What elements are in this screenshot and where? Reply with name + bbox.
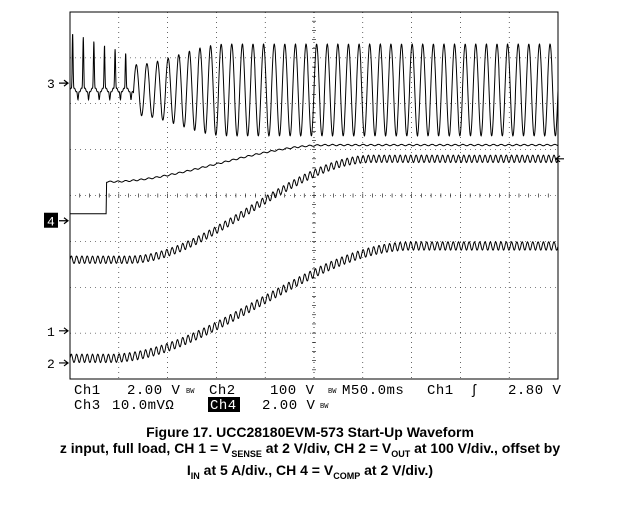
ch2-vout-trace — [69, 154, 559, 265]
ch4-comp-trace — [70, 143, 559, 215]
channel-marker-label: 4 — [47, 215, 55, 230]
ch1-scale: 2.00 V — [127, 383, 181, 399]
channel-markers: 3 4 1 2 — [44, 77, 564, 372]
ch4-bw-icon: BW — [320, 403, 329, 411]
channel-marker-arrow-icon — [59, 217, 69, 225]
trigger-slope-icon: ʃ — [470, 383, 479, 399]
trigger-level: 2.80 V — [508, 383, 562, 399]
channel-marker-box — [44, 212, 58, 228]
caption-title: Figure 17. UCC28180EVM-573 Start-Up Wave… — [146, 424, 474, 440]
ch3-scale: 10.0mVΩ — [112, 398, 174, 414]
trigger-level-arrow-icon — [555, 155, 564, 163]
ch4-scale: 2.00 V — [262, 398, 316, 414]
channel-marker-label: 2 — [47, 357, 55, 372]
ch4-label: Ch4 — [210, 398, 237, 414]
ch2-label: Ch2 — [209, 383, 236, 399]
ch3-current-trace — [69, 33, 559, 137]
trigger-channel: Ch1 — [427, 383, 454, 399]
ch1-bw-icon: BW — [186, 388, 195, 396]
caption-line-2: z input, full load, CH 1 = VSENSE at 2 V… — [59, 440, 561, 459]
ch1-vsense-trace — [69, 241, 559, 364]
caption-line-3: IIN at 5 A/div., CH 4 = VCOMP at 2 V/div… — [186, 461, 434, 481]
channel-marker-arrow-icon — [59, 327, 69, 335]
channel-marker-arrow-icon — [59, 79, 69, 87]
oscilloscope-screen: 3 4 1 2 Ch1 2.00 V BW Ch2 100 V BW M50.0ms … — [44, 11, 564, 414]
ch2-bw-icon: BW — [328, 388, 337, 396]
status-bar: Ch1 2.00 V BW Ch2 100 V BW M50.0ms Ch1 ʃ… — [74, 383, 562, 414]
graticule-grid — [69, 11, 559, 380]
ch4-highlight-box — [208, 397, 240, 412]
figure-caption: Figure 17. UCC28180EVM-573 Start-Up Wave… — [0, 424, 620, 484]
ch2-scale: 100 V — [270, 383, 315, 399]
channel-marker-label: 3 — [47, 77, 55, 92]
channel-marker-arrow-icon — [59, 359, 69, 367]
waveform-traces — [69, 33, 559, 364]
timebase: M50.0ms — [342, 383, 404, 399]
channel-marker-label: 1 — [47, 325, 55, 340]
ch3-label: Ch3 — [74, 398, 101, 414]
ch1-label: Ch1 — [74, 383, 101, 399]
